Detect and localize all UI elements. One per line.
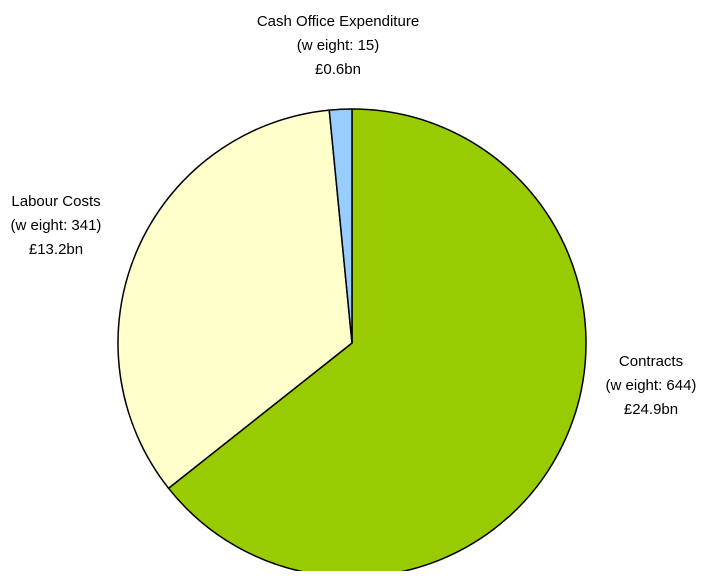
pie-labels: Contracts (w eight: 644) £24.9bn Labour … — [11, 13, 697, 418]
slice-value-cash-office-expenditure: £0.6bn — [315, 61, 361, 78]
slice-label-cash-office-expenditure: Cash Office Expenditure — [257, 13, 419, 30]
slice-weight-contracts: (w eight: 644) — [606, 377, 697, 394]
slice-value-contracts: £24.9bn — [624, 401, 678, 418]
pie-slices — [117, 108, 587, 576]
slice-value-labour-costs: £13.2bn — [29, 241, 83, 258]
slice-label-contracts: Contracts — [619, 353, 683, 370]
pie-slice-labour-costs — [117, 109, 353, 490]
slice-label-labour-costs: Labour Costs — [11, 193, 100, 210]
slice-weight-labour-costs: (w eight: 341) — [11, 217, 102, 234]
slice-weight-cash-office-expenditure: (w eight: 15) — [297, 37, 380, 54]
pie-slice-cash-office-expenditure — [328, 108, 353, 344]
pie-slice-contracts — [167, 108, 587, 576]
